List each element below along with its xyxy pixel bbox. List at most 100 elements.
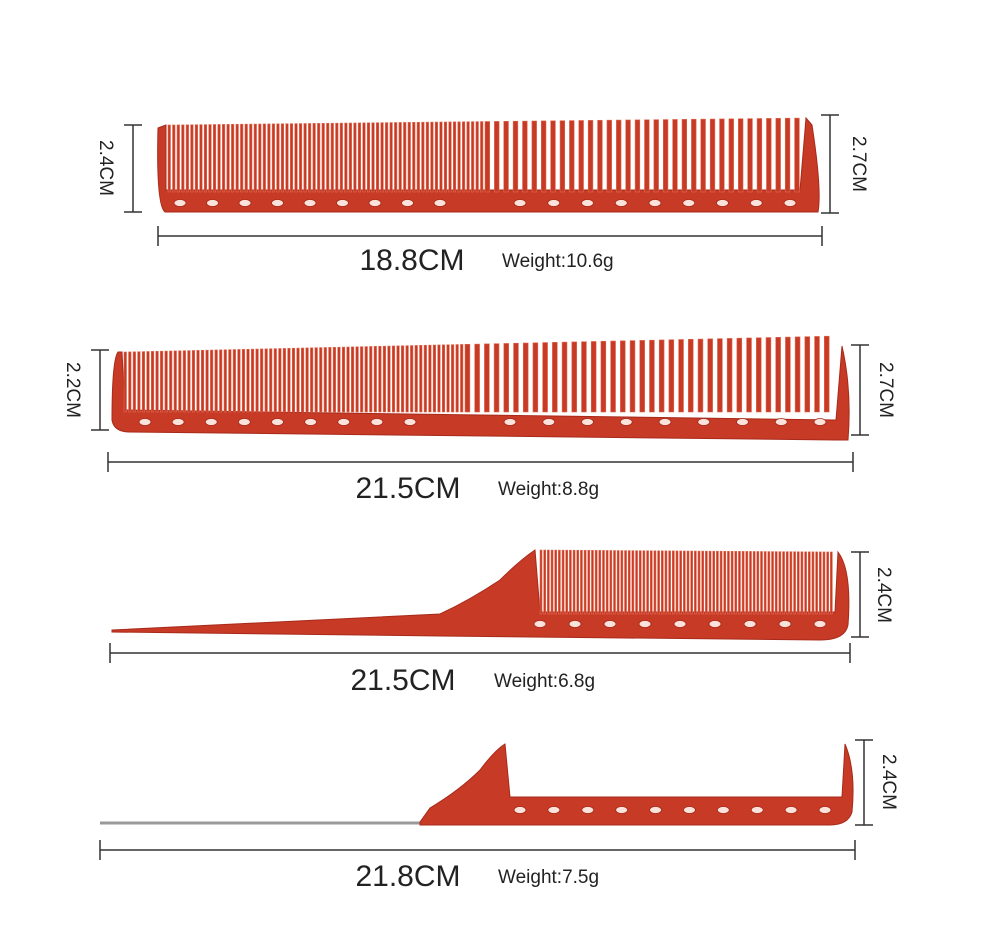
comb-tooth [668, 550, 671, 615]
comb-tooth [271, 123, 275, 193]
comb-tooth [432, 344, 436, 413]
comb-tooth [273, 348, 277, 413]
comb-tooth [550, 120, 556, 193]
comb-hole [581, 418, 594, 426]
comb-tooth [312, 123, 316, 193]
comb-tooth [668, 339, 675, 413]
comb-tooth [464, 344, 471, 413]
comb-tooth [199, 124, 203, 193]
comb-tooth [580, 549, 583, 615]
comb-tooth [683, 550, 686, 615]
comb-tooth [208, 124, 212, 193]
comb-tooth [167, 124, 171, 193]
comb-tooth [441, 344, 446, 413]
comb-tooth [701, 550, 705, 615]
comb-tooth [421, 121, 425, 193]
comb-tooth [305, 347, 309, 413]
comb-tooth [775, 118, 781, 193]
comb-tooth [688, 338, 694, 413]
comb-tooth [807, 551, 811, 615]
length: 18.8CM [359, 244, 464, 277]
comb-tooth [818, 551, 822, 615]
comb-tooth [569, 549, 572, 615]
comb-tooth [451, 344, 455, 413]
comb-tooth [176, 124, 180, 193]
comb-tooth [291, 347, 296, 413]
comb-tooth [178, 350, 182, 413]
comb-tooth [439, 121, 443, 193]
comb-tooth [746, 337, 752, 413]
length: 21.8CM [355, 860, 460, 893]
comb-tooth [341, 346, 346, 413]
comb-tooth [569, 120, 575, 193]
comb-tooth [675, 550, 679, 615]
comb-tooth [301, 347, 305, 413]
comb-tooth [360, 346, 364, 413]
comb-tooth [697, 550, 701, 615]
comb-tooth [513, 342, 519, 413]
comb-tooth [251, 348, 255, 413]
comb-tooth [694, 550, 697, 615]
comb-hole [784, 806, 798, 814]
left-height: 2.4CM [95, 140, 116, 196]
comb-tooth [437, 344, 441, 413]
comb-tooth [597, 119, 603, 193]
comb-tooth [658, 339, 665, 413]
comb-tooth [620, 340, 626, 413]
comb-tooth [752, 551, 756, 615]
comb-tooth [671, 550, 675, 615]
comb-tooth [771, 551, 774, 615]
comb-tooth [269, 348, 273, 413]
comb-tooth [255, 348, 259, 413]
comb-tooth [187, 350, 191, 413]
comb-tooth [296, 347, 300, 413]
comb-tooth [690, 550, 693, 615]
comb-tooth [723, 550, 727, 615]
comb-tooth [782, 551, 785, 615]
comb-tooth [554, 549, 558, 615]
comb-tooth [299, 123, 303, 193]
comb-tooth [571, 341, 577, 413]
comb-tooth [552, 342, 558, 413]
comb-body [419, 743, 854, 826]
comb-hole [513, 806, 527, 814]
comb-tooth [646, 550, 649, 615]
comb-tooth [425, 121, 429, 193]
comb-tooth [578, 120, 584, 193]
comb-tooth [371, 122, 375, 193]
comb-hole [433, 199, 447, 207]
comb-hole [673, 620, 687, 628]
comb [111, 335, 850, 441]
comb-tooth [644, 119, 650, 193]
right-height: 2.7CM [848, 136, 869, 192]
comb-tooth [493, 343, 500, 413]
comb-tooth [730, 550, 734, 615]
weight: Weight:7.5g [498, 867, 599, 888]
comb-tooth [606, 119, 612, 193]
comb-tooth [756, 337, 762, 413]
comb-tooth [708, 550, 712, 615]
comb-tooth [794, 336, 801, 413]
comb-tooth [542, 342, 548, 413]
comb-tooth [749, 551, 752, 615]
dimensions-2: 2.2CM 2.7CM 21.5CM Weight:8.8g [62, 344, 896, 505]
comb-tooth [657, 550, 660, 615]
comb-tooth [434, 121, 438, 193]
comb-tooth [635, 550, 638, 615]
comb-tooth [503, 343, 509, 413]
comb-tooth [407, 122, 411, 193]
comb-hole [658, 418, 672, 426]
comb-tooth [664, 550, 668, 615]
comb-tooth [200, 349, 205, 413]
comb-tooth [649, 550, 653, 615]
comb-tooth [462, 121, 466, 193]
comb-tooth [765, 337, 772, 413]
comb [157, 116, 820, 213]
comb-tooth [412, 122, 416, 193]
comb-tooth [430, 121, 434, 193]
comb-tooth [190, 124, 194, 193]
comb-tooth [414, 345, 418, 413]
comb-tooth [405, 345, 409, 413]
comb-tooth [351, 346, 355, 413]
